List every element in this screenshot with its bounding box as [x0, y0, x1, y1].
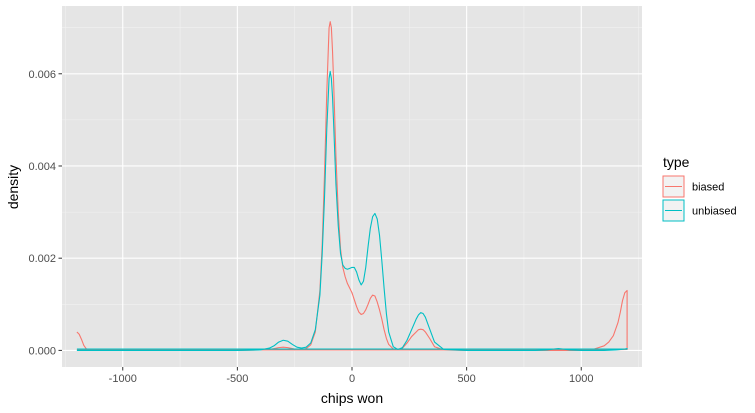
x-axis-title: chips won [321, 390, 383, 406]
x-axis-ticks: -1000 -500 0 500 1000 [109, 367, 593, 385]
series-layer [76, 21, 628, 351]
y-axis-ticks: 0.000 0.002 0.004 0.006 [28, 69, 62, 357]
y-tick-label: 0.000 [28, 345, 56, 357]
y-tick-label: 0.002 [28, 253, 56, 265]
x-tick-label: 500 [457, 373, 475, 385]
x-tick-label: 1000 [569, 373, 593, 385]
y-tick-label: 0.006 [28, 69, 56, 81]
legend-label-biased: biased [692, 182, 724, 194]
legend-title: type [663, 154, 690, 170]
legend-label-unbiased: unbiased [692, 206, 737, 218]
legend-item-unbiased: unbiased [662, 199, 737, 222]
y-axis-title: density [5, 165, 21, 209]
legend-item-biased: biased [662, 175, 724, 198]
x-tick-label: -1000 [109, 373, 137, 385]
y-tick-label: 0.004 [28, 161, 56, 173]
x-tick-label: -500 [226, 373, 248, 385]
legend: type biased unbiased [662, 154, 737, 222]
x-tick-label: 0 [349, 373, 355, 385]
series-line-unbiased [76, 70, 628, 351]
